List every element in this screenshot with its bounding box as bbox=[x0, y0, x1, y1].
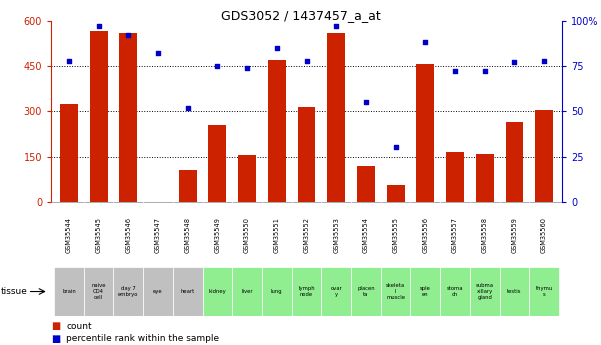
Point bbox=[450, 69, 460, 74]
Point bbox=[331, 23, 341, 29]
Text: kidney: kidney bbox=[209, 289, 227, 294]
Bar bbox=[291, 267, 322, 316]
Text: GSM35557: GSM35557 bbox=[452, 217, 458, 253]
Text: GDS3052 / 1437457_a_at: GDS3052 / 1437457_a_at bbox=[221, 9, 380, 22]
Bar bbox=[203, 267, 232, 316]
Bar bbox=[232, 267, 262, 316]
Bar bbox=[143, 267, 173, 316]
Bar bbox=[90, 31, 108, 202]
Point bbox=[64, 58, 74, 63]
Text: liver: liver bbox=[241, 289, 253, 294]
Text: placen
ta: placen ta bbox=[357, 286, 375, 297]
Text: GSM35546: GSM35546 bbox=[125, 217, 131, 253]
Text: heart: heart bbox=[180, 289, 195, 294]
Text: brain: brain bbox=[62, 289, 76, 294]
Bar bbox=[416, 65, 434, 202]
Bar bbox=[410, 267, 440, 316]
Text: lung: lung bbox=[271, 289, 282, 294]
Bar bbox=[440, 267, 470, 316]
Text: skeleta
l
muscle: skeleta l muscle bbox=[386, 283, 405, 300]
Bar bbox=[173, 267, 203, 316]
Text: GSM35560: GSM35560 bbox=[541, 217, 547, 253]
Point bbox=[391, 145, 400, 150]
Bar bbox=[381, 267, 410, 316]
Bar bbox=[268, 60, 285, 202]
Bar bbox=[446, 152, 464, 202]
Bar bbox=[60, 104, 78, 202]
Bar bbox=[535, 110, 553, 202]
Point bbox=[539, 58, 549, 63]
Bar bbox=[179, 170, 197, 202]
Text: ■: ■ bbox=[51, 334, 60, 344]
Text: GSM35551: GSM35551 bbox=[274, 217, 280, 253]
Text: eye: eye bbox=[153, 289, 163, 294]
Bar bbox=[120, 33, 137, 202]
Text: GSM35545: GSM35545 bbox=[96, 217, 102, 253]
Bar bbox=[84, 267, 114, 316]
Bar bbox=[54, 267, 84, 316]
Text: day 7
embryо: day 7 embryо bbox=[118, 286, 138, 297]
Bar bbox=[386, 185, 404, 202]
Bar bbox=[328, 33, 345, 202]
Point bbox=[123, 32, 133, 38]
Bar bbox=[209, 125, 227, 202]
Point bbox=[153, 50, 163, 56]
Point bbox=[272, 45, 282, 51]
Text: GSM35548: GSM35548 bbox=[185, 217, 191, 253]
Bar bbox=[476, 154, 493, 202]
Bar bbox=[262, 267, 291, 316]
Text: lymph
node: lymph node bbox=[298, 286, 315, 297]
Text: GSM35556: GSM35556 bbox=[423, 217, 429, 253]
Text: count: count bbox=[66, 322, 92, 331]
Text: GSM35544: GSM35544 bbox=[66, 217, 72, 253]
Text: stoma
ch: stoma ch bbox=[447, 286, 463, 297]
Bar bbox=[114, 267, 143, 316]
Text: GSM35554: GSM35554 bbox=[363, 217, 369, 253]
Text: naive
CD4
cell: naive CD4 cell bbox=[91, 283, 106, 300]
Point bbox=[302, 58, 311, 63]
Text: GSM35555: GSM35555 bbox=[392, 217, 398, 253]
Bar bbox=[357, 166, 375, 202]
Bar bbox=[529, 267, 559, 316]
Text: ■: ■ bbox=[51, 321, 60, 331]
Text: GSM35550: GSM35550 bbox=[244, 217, 250, 253]
Point bbox=[480, 69, 490, 74]
Text: sple
en: sple en bbox=[420, 286, 431, 297]
Point bbox=[361, 99, 371, 105]
Text: ovar
y: ovar y bbox=[331, 286, 342, 297]
Point bbox=[510, 60, 519, 65]
Text: thymu
s: thymu s bbox=[535, 286, 553, 297]
Text: GSM35552: GSM35552 bbox=[304, 217, 310, 253]
Bar bbox=[351, 267, 381, 316]
Point bbox=[242, 65, 252, 71]
Bar bbox=[238, 155, 256, 202]
Text: GSM35559: GSM35559 bbox=[511, 217, 517, 253]
Text: GSM35558: GSM35558 bbox=[482, 217, 488, 253]
Point bbox=[421, 40, 430, 45]
Bar bbox=[499, 267, 529, 316]
Text: GSM35547: GSM35547 bbox=[155, 217, 161, 253]
Text: GSM35553: GSM35553 bbox=[333, 217, 339, 253]
Text: subma
xillary
gland: subma xillary gland bbox=[476, 283, 493, 300]
Bar bbox=[322, 267, 351, 316]
Text: testis: testis bbox=[507, 289, 522, 294]
Text: percentile rank within the sample: percentile rank within the sample bbox=[66, 334, 219, 343]
Point bbox=[213, 63, 222, 69]
Bar bbox=[470, 267, 499, 316]
Bar bbox=[297, 107, 316, 202]
Text: tissue: tissue bbox=[1, 287, 28, 296]
Point bbox=[183, 105, 192, 110]
Text: GSM35549: GSM35549 bbox=[215, 217, 221, 253]
Point bbox=[94, 23, 103, 29]
Bar bbox=[505, 122, 523, 202]
